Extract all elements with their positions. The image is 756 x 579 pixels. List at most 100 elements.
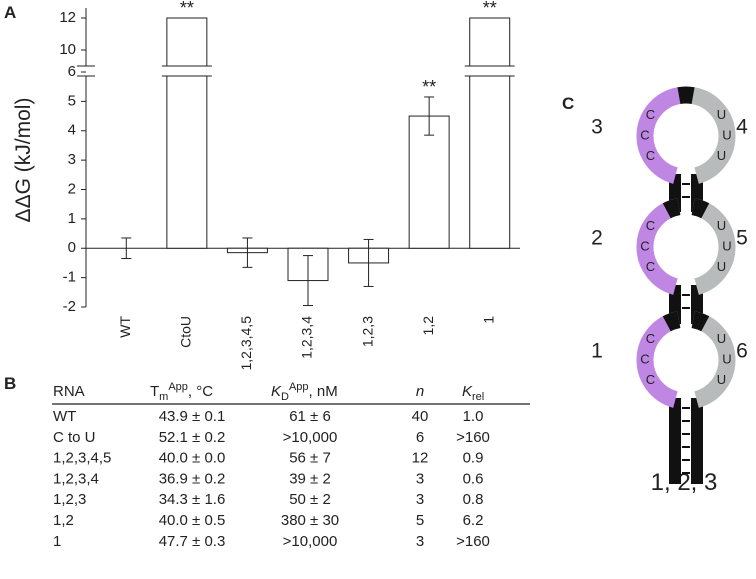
table-cell: 1,2,3,4,5 xyxy=(53,450,111,467)
table-cell: 0.6 xyxy=(463,470,484,487)
y-tick-label: 5 xyxy=(68,92,76,109)
table-cell: 61 ± 6 xyxy=(289,408,331,425)
table-cell: 40.0 ± 0.5 xyxy=(159,512,226,529)
header-cell: Krel xyxy=(462,383,484,403)
y-tick-label: 3 xyxy=(68,151,76,168)
table-cell: 380 ± 30 xyxy=(281,512,339,529)
x-tick-label: 1,2,3,4,5 xyxy=(238,316,254,371)
panel-label: B xyxy=(4,374,16,393)
y-tick-label: -1 xyxy=(63,269,76,286)
header-subscript: rel xyxy=(472,391,484,403)
y-tick-label: 12 xyxy=(59,9,76,26)
nucleotide: U xyxy=(722,351,731,366)
table-cell: 12 xyxy=(412,450,429,467)
bar xyxy=(166,75,208,249)
bar xyxy=(408,115,450,249)
bar-upper xyxy=(469,17,511,67)
table-cell: C to U xyxy=(53,429,96,446)
significance: ** xyxy=(422,77,436,97)
panel-label: C xyxy=(562,94,574,113)
bar-upper xyxy=(166,17,208,67)
gray-arc xyxy=(691,311,736,408)
header-cell: n xyxy=(416,383,424,400)
nucleotide: C xyxy=(646,107,655,122)
y-tick-label: 4 xyxy=(68,122,76,139)
table-cell: 3 xyxy=(416,470,424,487)
header-subscript: m xyxy=(159,391,168,403)
header-part: K xyxy=(271,383,282,400)
nucleotide: C xyxy=(640,238,649,253)
header-part: , nM xyxy=(309,383,338,400)
stem-strand xyxy=(669,398,681,484)
nucleotide: C xyxy=(646,259,655,274)
table-cell: >160 xyxy=(456,533,490,550)
y-axis-label: ΔΔG (kJ/mol) xyxy=(12,98,35,223)
nucleotide: U xyxy=(717,218,726,233)
table-cell: >160 xyxy=(456,429,490,446)
header-superscript: App xyxy=(289,381,309,393)
table-cell: 1,2,3,4 xyxy=(53,470,99,487)
table-cell: 3 xyxy=(416,491,424,508)
loop-number: 2 xyxy=(591,227,603,250)
header-subscript: D xyxy=(281,391,289,403)
table-cell: 5 xyxy=(416,512,424,529)
y-tick-label: 0 xyxy=(68,239,76,256)
table-cell: 40 xyxy=(412,408,429,425)
loop-join xyxy=(691,311,710,332)
nucleotide: U xyxy=(722,238,731,253)
table-cell: 6.2 xyxy=(463,512,484,529)
y-tick-label: 1 xyxy=(68,210,76,227)
nucleotide: U xyxy=(717,148,726,163)
y-tick-label: 2 xyxy=(68,180,76,197)
header-part: K xyxy=(462,383,473,400)
loop-number: 3 xyxy=(591,116,603,139)
header-superscript: App xyxy=(168,381,188,393)
table-cell: 3 xyxy=(416,533,424,550)
x-tick-label: WT xyxy=(117,316,133,338)
nucleotide: C xyxy=(640,351,649,366)
purple-arc xyxy=(636,198,681,295)
header-part: T xyxy=(150,383,159,400)
purple-arc xyxy=(636,311,681,408)
loop-cap xyxy=(677,86,695,105)
y-tick-label: 10 xyxy=(59,41,76,58)
table-cell: 36.9 ± 0.2 xyxy=(159,470,226,487)
loop-number: 1 xyxy=(591,340,603,363)
table-cell: 47.7 ± 0.3 xyxy=(159,533,226,550)
table-cell: 50 ± 2 xyxy=(289,491,331,508)
gray-arc xyxy=(691,198,736,295)
loop-join xyxy=(691,198,710,219)
significance: ** xyxy=(483,0,497,18)
table-cell: 1 xyxy=(53,533,61,550)
gray-arc xyxy=(691,87,736,184)
nucleotide: C xyxy=(646,148,655,163)
y-tick-label: 6 xyxy=(68,63,76,80)
nucleotide: C xyxy=(646,218,655,233)
loop-number: 4 xyxy=(736,116,748,139)
table-cell: 40.0 ± 0.0 xyxy=(159,450,226,467)
x-tick-label: 1 xyxy=(480,316,496,324)
table-cell: 43.9 ± 0.1 xyxy=(159,408,226,425)
nucleotide: C xyxy=(646,372,655,387)
x-tick-label: 1,2,3 xyxy=(359,316,375,347)
table-cell: 1,2,3 xyxy=(53,491,86,508)
x-tick-label: CtoU xyxy=(178,316,194,348)
table-cell: 0.8 xyxy=(463,491,484,508)
table-cell: >10,000 xyxy=(283,429,338,446)
loop-join xyxy=(662,198,681,219)
table-cell: 1.0 xyxy=(463,408,484,425)
x-tick-label: 1,2,3,4 xyxy=(299,316,315,359)
nucleotide: U xyxy=(717,259,726,274)
loop-number: 6 xyxy=(736,340,748,363)
y-tick-label: -2 xyxy=(63,298,76,315)
table-cell: 39 ± 2 xyxy=(289,470,331,487)
stem-strand xyxy=(691,398,703,484)
loop-join xyxy=(662,311,681,332)
nucleotide: C xyxy=(646,331,655,346)
bar xyxy=(469,75,511,249)
table-cell: 52.1 ± 0.2 xyxy=(159,429,226,446)
nucleotide: U xyxy=(717,107,726,122)
table-cell: 56 ± 7 xyxy=(289,450,331,467)
table-cell: 1,2 xyxy=(53,512,74,529)
